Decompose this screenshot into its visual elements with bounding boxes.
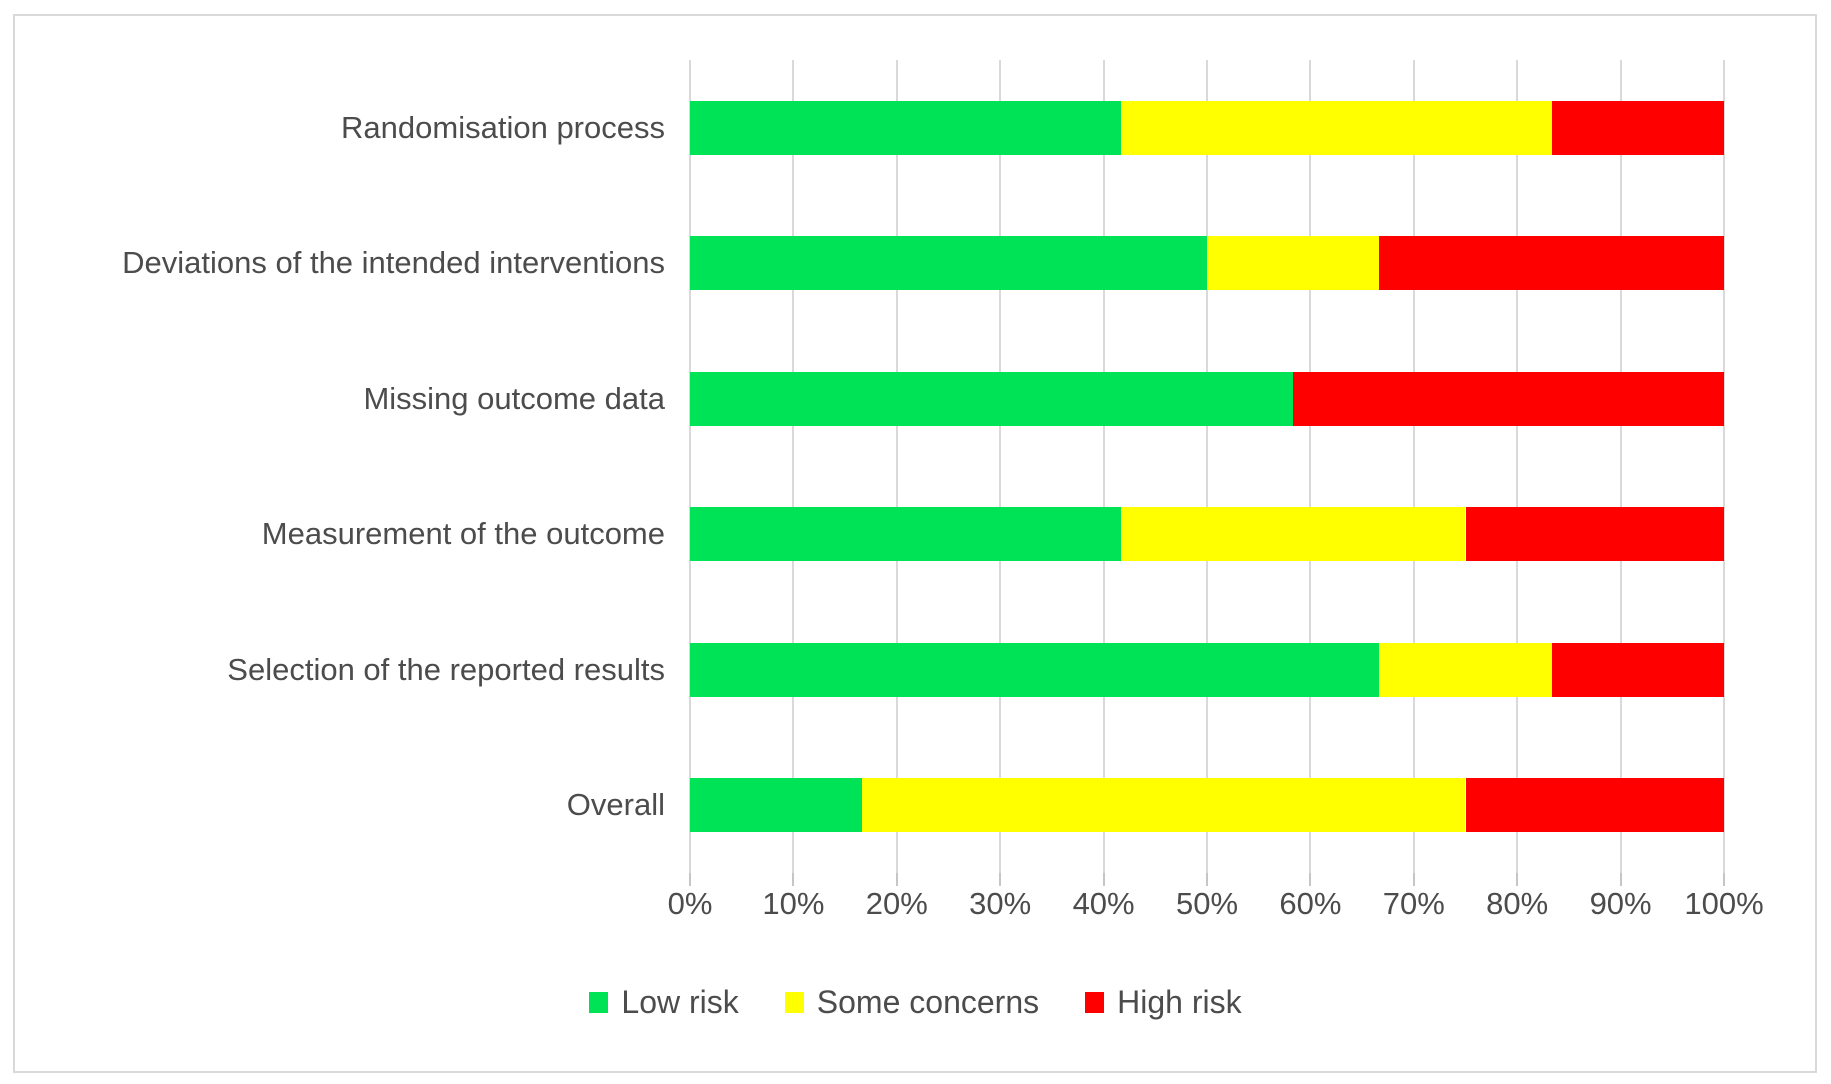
plot-area bbox=[689, 60, 1725, 873]
axis-tick-mark bbox=[1102, 873, 1105, 886]
bar-row bbox=[690, 236, 1724, 291]
axis-tick-mark bbox=[1516, 873, 1519, 886]
x-tick-label: 10% bbox=[762, 886, 825, 921]
gridline bbox=[689, 60, 691, 873]
x-tick-label: 100% bbox=[1684, 886, 1764, 921]
bar-segment-low-risk bbox=[690, 371, 1294, 426]
axis-tick-mark bbox=[999, 873, 1002, 886]
bar-segment-some-concerns bbox=[1379, 642, 1552, 697]
axis-tick-mark bbox=[1309, 873, 1312, 886]
x-tick-label: 40% bbox=[1072, 886, 1135, 921]
bar-row bbox=[690, 778, 1724, 833]
x-tick-label: 90% bbox=[1589, 886, 1652, 921]
gridline bbox=[792, 60, 795, 873]
category-label: Overall bbox=[566, 787, 665, 823]
x-tick-label: 30% bbox=[969, 886, 1032, 921]
category-label: Selection of the reported results bbox=[227, 651, 665, 687]
category-label: Deviations of the intended interventions bbox=[122, 245, 665, 281]
legend-item-low-risk: Low risk bbox=[589, 984, 739, 1021]
legend-item-high-risk: High risk bbox=[1085, 984, 1242, 1021]
bar-row bbox=[690, 507, 1724, 562]
gridline bbox=[1102, 60, 1105, 873]
x-tick-label: 80% bbox=[1486, 886, 1549, 921]
bar-segment-high-risk bbox=[1465, 507, 1724, 562]
x-tick-label: 70% bbox=[1382, 886, 1445, 921]
legend-marker-some-concerns bbox=[784, 992, 804, 1013]
gridline bbox=[1723, 60, 1725, 873]
category-label: Randomisation process bbox=[341, 109, 665, 145]
bar-segment-low-risk bbox=[690, 507, 1121, 562]
axis-tick-mark bbox=[689, 873, 691, 886]
bar-segment-high-risk bbox=[1551, 100, 1724, 155]
legend-label: High risk bbox=[1117, 984, 1242, 1020]
legend-marker-low-risk bbox=[589, 992, 609, 1013]
gridline bbox=[1516, 60, 1519, 873]
category-label: Measurement of the outcome bbox=[261, 516, 665, 552]
axis-tick-mark bbox=[792, 873, 795, 886]
bar-segment-high-risk bbox=[1379, 236, 1724, 291]
gridline bbox=[1206, 60, 1208, 873]
x-tick-label: 50% bbox=[1175, 886, 1239, 921]
bar-segment-low-risk bbox=[690, 778, 863, 833]
bar-segment-low-risk bbox=[690, 100, 1121, 155]
category-label: Missing outcome data bbox=[363, 380, 665, 416]
bar-segment-some-concerns bbox=[1120, 507, 1466, 562]
axis-tick-mark bbox=[1619, 873, 1622, 886]
legend: Low risk Some concerns High risk bbox=[0, 984, 1831, 1021]
legend-label: Some concerns bbox=[816, 984, 1040, 1020]
legend-marker-high-risk bbox=[1085, 992, 1105, 1013]
x-tick-label: 60% bbox=[1279, 886, 1342, 921]
bar-segment-some-concerns bbox=[862, 778, 1466, 833]
bar-segment-low-risk bbox=[690, 236, 1207, 291]
bar-row bbox=[690, 371, 1724, 426]
bar-segment-high-risk bbox=[1551, 642, 1724, 697]
bar-row bbox=[690, 100, 1724, 155]
gridline bbox=[1412, 60, 1415, 873]
axis-tick-mark bbox=[1412, 873, 1415, 886]
bar-segment-high-risk bbox=[1293, 371, 1724, 426]
legend-item-some-concerns: Some concerns bbox=[784, 984, 1040, 1021]
axis-tick-mark bbox=[895, 873, 898, 886]
axis-tick-mark bbox=[1723, 873, 1725, 886]
x-tick-label: 0% bbox=[667, 886, 713, 921]
x-tick-label: 20% bbox=[865, 886, 928, 921]
bar-row bbox=[690, 642, 1724, 697]
bar-segment-high-risk bbox=[1465, 778, 1724, 833]
legend-label: Low risk bbox=[621, 984, 739, 1020]
gridline bbox=[1619, 60, 1622, 873]
axis-tick-mark bbox=[1206, 873, 1208, 886]
gridline bbox=[1309, 60, 1312, 873]
bar-segment-some-concerns bbox=[1207, 236, 1380, 291]
gridline bbox=[895, 60, 898, 873]
bar-segment-some-concerns bbox=[1120, 100, 1552, 155]
gridline bbox=[999, 60, 1002, 873]
bar-segment-low-risk bbox=[690, 642, 1380, 697]
